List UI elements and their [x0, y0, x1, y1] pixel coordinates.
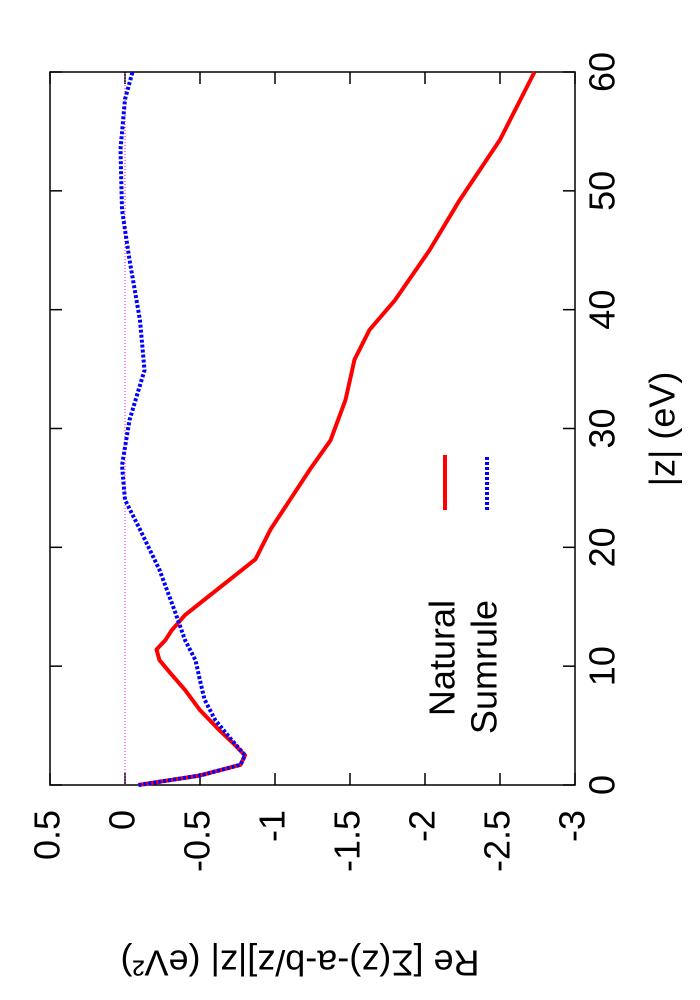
legend-label: Sumrule	[464, 600, 505, 734]
y-tick-label: -3	[552, 810, 593, 842]
legend-label: Natural	[422, 600, 463, 716]
y-tick-label: -2.5	[477, 810, 518, 872]
series-line	[118, 71, 247, 787]
y-tick-label: -2	[402, 810, 443, 842]
y-tick-label: 0	[102, 810, 143, 830]
y-tick-label: -0.5	[177, 810, 218, 872]
x-tick-label: 10	[582, 646, 623, 686]
x-tick-label: 40	[582, 290, 623, 330]
y-axis-label: Re [Σ(z)-a-b/z]|z| (eV²)	[121, 942, 480, 983]
series-line	[138, 71, 537, 787]
y-tick-label: -1.5	[327, 810, 368, 872]
x-tick-label: 30	[582, 408, 623, 448]
y-tick-label: -1	[252, 810, 293, 842]
x-tick-label: 50	[582, 171, 623, 211]
x-tick-label: 60	[582, 52, 623, 92]
x-tick-label: 0	[582, 775, 623, 795]
rotated-plot: |z| (eV) Re [Σ(z)-a-b/z]|z| (eV²) 0 10 20 3…	[27, 52, 683, 984]
x-tick-label: 20	[582, 527, 623, 567]
y-tick-label: 0.5	[27, 810, 68, 860]
x-axis-label: |z| (eV)	[642, 372, 683, 487]
